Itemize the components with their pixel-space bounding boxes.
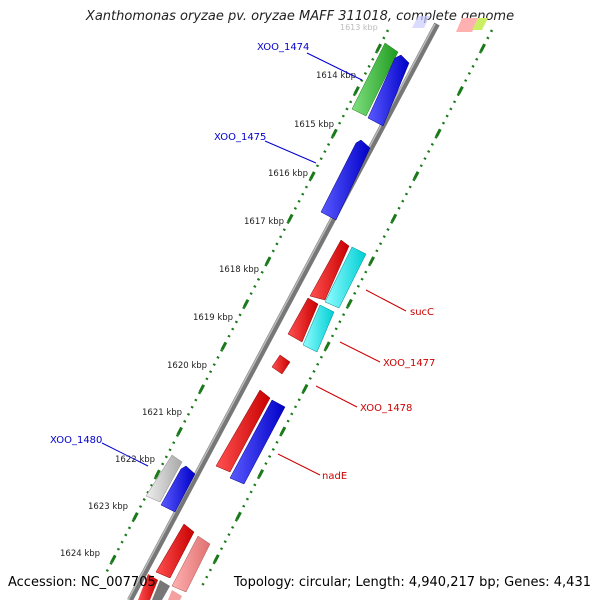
gene-label-xoo-1475[interactable]: XOO_1475 [214, 132, 266, 143]
gene-labels: XOO_1474 XOO_1475 XOO_1480 sucC XOO_1477… [50, 42, 435, 482]
feature-faint-top[interactable] [412, 16, 430, 28]
gene-feature-red-1624[interactable] [155, 523, 195, 579]
outer-ring-tick [412, 171, 420, 180]
inner-ring-tick [154, 469, 161, 478]
outer-ring-tick [257, 469, 265, 478]
gene-feature-grey-bottom[interactable] [152, 580, 170, 600]
inner-ring-tick [265, 256, 272, 265]
gene-feature-red-1618[interactable] [309, 239, 350, 301]
label-leaders-red [277, 289, 407, 476]
inner-ring-tick [242, 299, 250, 308]
gene-feature-xoo-1477[interactable] [302, 304, 335, 353]
tick-label: 1619 kbp [193, 313, 233, 323]
tick-label: 1616 kbp [268, 169, 308, 179]
gene-feature-succ[interactable] [324, 246, 367, 309]
inner-ring-tick [375, 43, 382, 52]
outer-ring-tick [213, 554, 220, 563]
gene-feature-pink-1624[interactable] [171, 535, 211, 593]
leader-line [101, 442, 149, 467]
inner-ring-tick [176, 426, 183, 436]
tick-label: 1623 kbp [88, 502, 128, 512]
outer-ring-tick [368, 256, 375, 265]
gene-feature-xoo-1475[interactable] [320, 139, 371, 221]
gene-feature-grey-1622[interactable] [145, 454, 183, 503]
tick-label: 1618 kbp [219, 265, 259, 275]
outer-ring-tick [302, 383, 309, 393]
gene-feature-xoo-1478[interactable] [271, 354, 291, 375]
gene-label-xoo-1480[interactable]: XOO_1480 [50, 435, 102, 446]
gene-label-xoo-1478[interactable]: XOO_1478 [360, 403, 412, 414]
tick-label: 1621 kbp [142, 408, 182, 418]
outer-ring-tick [235, 511, 242, 521]
ring-ticks [110, 43, 486, 564]
leader-line [306, 52, 363, 81]
label-leaders-blue [101, 52, 363, 467]
leader-line [277, 453, 321, 476]
feature-top-right-partial-green[interactable] [472, 18, 488, 30]
map-title: Xanthomonas oryzae pv. oryzae MAFF 31101… [85, 9, 515, 24]
gene-feature-red-bottom[interactable] [138, 574, 158, 600]
tick-label: 1620 kbp [167, 361, 207, 371]
leader-line [365, 289, 407, 312]
tick-label-1613: 1613 kbp [340, 23, 378, 32]
gene-feature-xoo-1480[interactable] [160, 465, 196, 513]
inner-ring-tick [132, 512, 139, 521]
genome-backbone [127, 22, 440, 600]
inner-ring-tick [353, 86, 360, 95]
gene-label-xoo-1474[interactable]: XOO_1474 [257, 42, 309, 53]
gene-feature-pink-bottom[interactable] [168, 590, 182, 600]
outer-ring-tick [346, 298, 353, 308]
inner-ring-tick [198, 384, 205, 393]
genome-summary-text: Topology: circular; Length: 4,940,217 bp… [233, 575, 591, 590]
inner-ring-tick [331, 128, 338, 138]
outer-axis-ring [198, 29, 494, 591]
outer-ring-tick [279, 426, 287, 436]
gene-feature-xoo-1474[interactable] [351, 42, 399, 117]
gene-feature-blue-1621[interactable] [229, 399, 286, 485]
tick-label: 1624 kbp [60, 549, 100, 559]
accession-text: Accession: NC_007705 [8, 575, 156, 590]
outer-ring-tick [479, 43, 486, 52]
leader-line [315, 385, 358, 408]
leader-line [339, 341, 381, 363]
outer-ring-tick [390, 213, 398, 223]
gene-label-nade[interactable]: nadE [322, 471, 347, 482]
outer-ring-tick [435, 128, 442, 138]
outer-ring-tick [457, 86, 464, 95]
tick-label: 1617 kbp [244, 217, 284, 227]
tick-label: 1615 kbp [294, 120, 334, 130]
inner-ring-tick [287, 213, 294, 223]
inner-ring-tick [309, 171, 316, 180]
inner-ring-tick [220, 341, 228, 351]
leader-line [264, 140, 317, 164]
gene-label-xoo-1477[interactable]: XOO_1477 [383, 358, 435, 369]
gene-feature-blue-1614[interactable] [367, 54, 410, 127]
gene-label-succ[interactable]: sucC [410, 307, 434, 318]
outer-ring-tick [324, 341, 331, 350]
gene-feature-nade[interactable] [215, 389, 271, 473]
tick-label: 1614 kbp [316, 71, 356, 81]
gene-feature-red-1619[interactable] [287, 297, 319, 343]
inner-ring-tick [110, 554, 117, 564]
